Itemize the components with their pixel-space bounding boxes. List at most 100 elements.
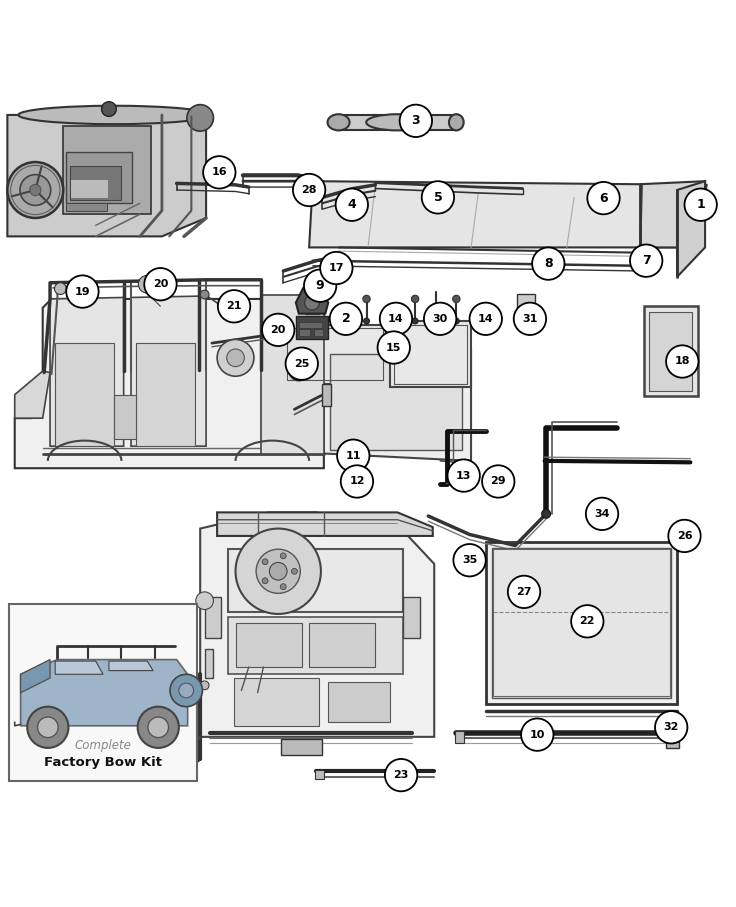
Polygon shape	[136, 343, 195, 446]
Polygon shape	[15, 299, 324, 468]
Text: Complete: Complete	[74, 739, 132, 752]
Circle shape	[349, 448, 361, 459]
Circle shape	[179, 683, 194, 697]
Text: 14: 14	[478, 314, 494, 324]
Text: 20: 20	[271, 325, 286, 335]
Text: 31: 31	[523, 314, 537, 324]
Circle shape	[280, 553, 286, 559]
Circle shape	[341, 465, 373, 498]
Polygon shape	[15, 371, 50, 418]
Polygon shape	[21, 659, 188, 726]
Circle shape	[102, 102, 116, 116]
Text: 30: 30	[433, 314, 447, 324]
Circle shape	[655, 711, 687, 744]
Bar	[205, 597, 221, 638]
Polygon shape	[640, 181, 705, 248]
Bar	[403, 597, 420, 638]
Ellipse shape	[367, 114, 428, 131]
Circle shape	[294, 366, 304, 376]
Text: 5: 5	[434, 190, 442, 204]
Polygon shape	[644, 307, 698, 396]
Bar	[71, 180, 108, 198]
Polygon shape	[131, 296, 206, 446]
Circle shape	[521, 718, 553, 751]
Circle shape	[227, 349, 244, 366]
Polygon shape	[390, 321, 471, 387]
Bar	[492, 548, 671, 697]
Polygon shape	[228, 617, 403, 674]
Circle shape	[453, 318, 459, 324]
Bar	[9, 604, 197, 781]
Polygon shape	[309, 181, 707, 248]
Bar	[649, 312, 692, 391]
Circle shape	[422, 181, 454, 213]
Bar	[70, 167, 121, 200]
Circle shape	[196, 592, 213, 610]
Circle shape	[482, 465, 514, 498]
Text: 19: 19	[74, 287, 91, 297]
Bar	[309, 623, 375, 667]
Circle shape	[630, 245, 662, 277]
Text: 13: 13	[456, 471, 471, 481]
Text: 1: 1	[696, 199, 705, 211]
Polygon shape	[50, 297, 124, 446]
Circle shape	[363, 296, 370, 303]
Circle shape	[514, 303, 546, 335]
Text: 21: 21	[226, 301, 242, 311]
Text: 8: 8	[544, 257, 553, 270]
Text: 35: 35	[462, 555, 477, 565]
Circle shape	[508, 576, 540, 608]
Bar	[455, 731, 464, 743]
Bar	[315, 770, 324, 779]
Bar	[299, 322, 322, 327]
Circle shape	[293, 174, 325, 206]
Circle shape	[256, 549, 300, 593]
Text: 15: 15	[386, 343, 401, 353]
Bar	[299, 329, 310, 336]
Circle shape	[200, 681, 209, 689]
Polygon shape	[261, 295, 324, 454]
Circle shape	[262, 578, 268, 584]
Polygon shape	[677, 181, 705, 277]
Circle shape	[320, 252, 353, 284]
Circle shape	[447, 459, 480, 492]
Text: 27: 27	[516, 587, 532, 597]
Bar	[63, 126, 151, 214]
Circle shape	[453, 544, 486, 577]
Text: 20: 20	[153, 279, 168, 289]
Polygon shape	[114, 395, 136, 439]
Polygon shape	[228, 549, 403, 611]
Bar	[66, 203, 107, 210]
Text: 23: 23	[394, 770, 408, 780]
Text: 14: 14	[388, 314, 404, 324]
Bar	[205, 649, 213, 678]
Polygon shape	[283, 325, 386, 384]
Circle shape	[453, 296, 460, 303]
Circle shape	[144, 268, 177, 300]
Circle shape	[385, 759, 417, 791]
Circle shape	[286, 347, 318, 380]
Polygon shape	[324, 343, 471, 461]
Bar	[296, 316, 328, 339]
Circle shape	[66, 276, 99, 307]
Ellipse shape	[328, 114, 350, 131]
Circle shape	[470, 303, 502, 335]
Text: Factory Bow Kit: Factory Bow Kit	[44, 756, 162, 769]
Circle shape	[236, 529, 321, 614]
Text: 3: 3	[411, 114, 420, 127]
Circle shape	[587, 182, 620, 214]
Circle shape	[269, 562, 287, 580]
Polygon shape	[55, 661, 103, 674]
Text: 7: 7	[642, 254, 651, 268]
Circle shape	[262, 314, 294, 346]
Polygon shape	[200, 512, 434, 736]
Circle shape	[304, 269, 336, 302]
Text: 9: 9	[316, 279, 325, 292]
Circle shape	[532, 248, 565, 279]
Circle shape	[336, 189, 368, 221]
Polygon shape	[55, 343, 114, 446]
Ellipse shape	[18, 106, 210, 124]
Polygon shape	[109, 661, 153, 670]
Circle shape	[20, 175, 51, 205]
Bar	[234, 678, 319, 726]
